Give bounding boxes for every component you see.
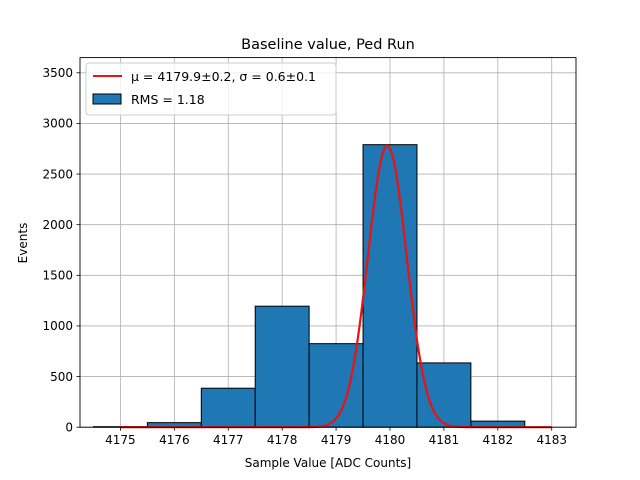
y-tick-label: 1500 xyxy=(42,269,73,283)
y-tick-label: 500 xyxy=(50,370,73,384)
x-tick-label: 4183 xyxy=(536,433,567,447)
x-tick-label: 4175 xyxy=(105,433,136,447)
x-axis-ticks: 4175 4176 4177 4178 4179 4180 4181 4182 4183 xyxy=(105,427,567,447)
legend-fit-label: μ = 4179.9±0.2, σ = 0.6±0.1 xyxy=(131,69,316,84)
y-axis-ticks: 0 500 1000 1500 2000 2500 3000 3500 xyxy=(42,66,80,435)
y-axis-label: Events xyxy=(16,223,30,264)
chart-title: Baseline value, Ped Run xyxy=(241,37,415,53)
x-tick-label: 4176 xyxy=(159,433,190,447)
legend-histogram-swatch xyxy=(92,93,122,105)
histogram-bars xyxy=(92,144,526,428)
y-tick-label: 3000 xyxy=(42,117,73,131)
y-tick-label: 3500 xyxy=(42,66,73,80)
histogram-bar xyxy=(362,144,418,428)
plot-frame xyxy=(79,57,577,428)
y-tick-label: 1000 xyxy=(42,319,73,333)
x-axis-label: Sample Value [ADC Counts] xyxy=(245,456,411,470)
x-tick-label: 4182 xyxy=(483,433,514,447)
x-tick-label: 4178 xyxy=(267,433,298,447)
legend-histogram-label: RMS = 1.18 xyxy=(131,92,205,107)
y-tick-label: 0 xyxy=(65,421,73,435)
x-tick-label: 4180 xyxy=(375,433,406,447)
legend-box xyxy=(85,62,337,116)
x-tick-label: 4179 xyxy=(321,433,352,447)
histogram-bar xyxy=(416,362,472,428)
y-tick-label: 2000 xyxy=(42,218,73,232)
x-tick-label: 4181 xyxy=(429,433,460,447)
histogram-bar xyxy=(254,305,310,428)
x-tick-label: 4177 xyxy=(213,433,244,447)
legend: μ = 4179.9±0.2, σ = 0.6±0.1 RMS = 1.18 xyxy=(85,62,337,116)
y-tick-label: 2500 xyxy=(42,167,73,181)
histogram-bar xyxy=(200,387,256,428)
